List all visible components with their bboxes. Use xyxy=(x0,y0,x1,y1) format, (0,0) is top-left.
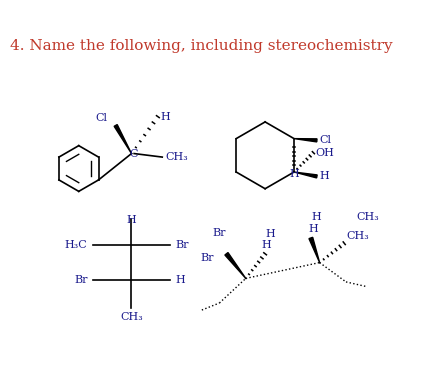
Text: CH₃: CH₃ xyxy=(347,230,370,241)
Polygon shape xyxy=(294,139,317,142)
Polygon shape xyxy=(114,125,132,154)
Text: H: H xyxy=(261,240,271,250)
Text: C: C xyxy=(129,149,138,159)
Text: Br: Br xyxy=(176,240,189,250)
Text: H: H xyxy=(289,168,299,178)
Text: CH₃: CH₃ xyxy=(166,152,188,162)
Text: H₃C: H₃C xyxy=(65,240,88,250)
Text: H: H xyxy=(265,229,275,239)
Text: Cl: Cl xyxy=(96,113,108,123)
Text: H: H xyxy=(161,112,170,122)
Text: H: H xyxy=(319,171,329,182)
Text: Br: Br xyxy=(201,253,214,263)
Text: H: H xyxy=(176,275,185,285)
Text: Cl: Cl xyxy=(319,135,331,146)
Text: H: H xyxy=(311,212,321,222)
Polygon shape xyxy=(309,237,319,263)
Text: H: H xyxy=(127,215,136,225)
Text: CH₃: CH₃ xyxy=(356,212,379,222)
Text: Br: Br xyxy=(74,275,88,285)
Text: CH₃: CH₃ xyxy=(120,312,143,322)
Text: Br: Br xyxy=(213,228,226,238)
Text: 4. Name the following, including stereochemistry: 4. Name the following, including stereoc… xyxy=(10,39,393,53)
Text: OH: OH xyxy=(315,148,334,158)
Polygon shape xyxy=(294,172,317,178)
Text: H: H xyxy=(308,224,318,234)
Polygon shape xyxy=(225,253,246,279)
